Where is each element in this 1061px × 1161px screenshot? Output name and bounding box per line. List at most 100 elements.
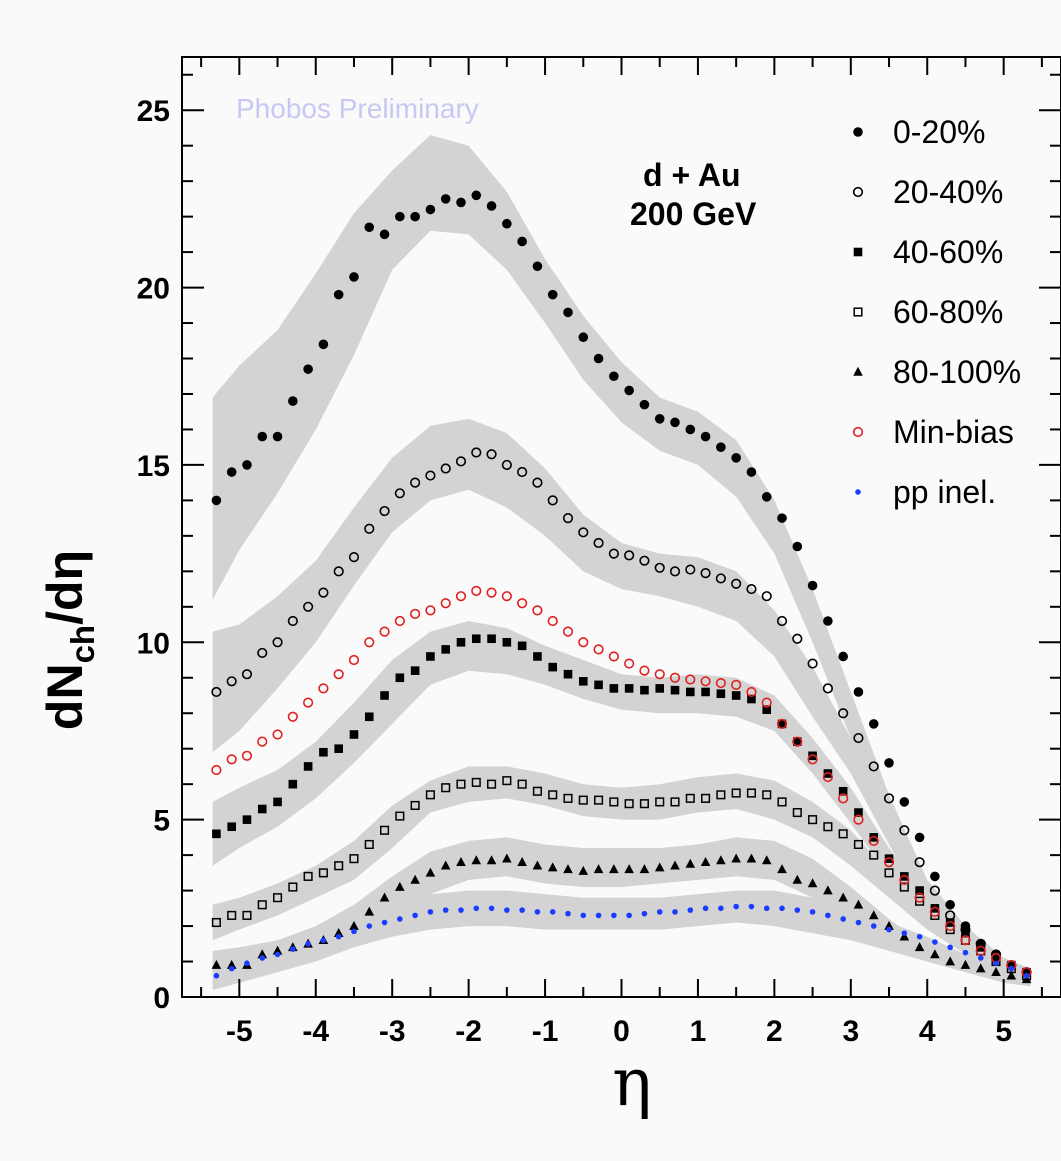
point bbox=[395, 673, 405, 683]
point bbox=[227, 910, 237, 920]
point bbox=[792, 807, 802, 818]
y-tick-labels: 0 5 10 15 20 25 bbox=[137, 95, 170, 1015]
point bbox=[272, 729, 283, 740]
point bbox=[685, 564, 696, 575]
point bbox=[746, 853, 757, 863]
point bbox=[228, 965, 235, 972]
y-label-tail: /dη bbox=[37, 550, 93, 625]
point bbox=[670, 860, 680, 870]
point bbox=[517, 466, 528, 478]
point bbox=[915, 896, 925, 906]
point bbox=[700, 857, 711, 867]
point bbox=[455, 591, 467, 602]
point bbox=[960, 959, 971, 969]
point bbox=[823, 616, 833, 626]
y-tick-label: 5 bbox=[153, 805, 170, 838]
band-2 bbox=[212, 621, 1031, 976]
point bbox=[747, 694, 756, 704]
legend-marker bbox=[852, 186, 864, 198]
x-tick-label: -3 bbox=[379, 1015, 406, 1048]
point bbox=[272, 945, 283, 955]
point bbox=[868, 835, 879, 847]
point bbox=[624, 684, 634, 693]
point bbox=[244, 960, 250, 967]
point bbox=[211, 959, 222, 969]
point bbox=[242, 815, 252, 824]
point bbox=[335, 933, 342, 940]
point bbox=[366, 923, 373, 929]
point bbox=[761, 855, 772, 865]
point bbox=[425, 605, 436, 616]
point bbox=[364, 906, 375, 916]
point bbox=[793, 737, 802, 746]
point bbox=[425, 204, 436, 215]
y-label-sub: ch bbox=[64, 625, 101, 664]
point bbox=[440, 598, 451, 609]
point bbox=[884, 758, 894, 768]
point bbox=[456, 637, 466, 647]
point bbox=[259, 955, 266, 961]
point bbox=[624, 550, 635, 561]
point bbox=[915, 886, 924, 895]
point bbox=[792, 874, 803, 884]
point bbox=[608, 651, 619, 662]
point bbox=[746, 686, 757, 698]
point bbox=[840, 916, 846, 922]
point bbox=[471, 777, 481, 787]
y-axis-label: dNch/dη bbox=[37, 550, 101, 730]
point bbox=[901, 930, 908, 936]
point bbox=[715, 573, 726, 584]
point bbox=[318, 683, 329, 694]
point bbox=[1006, 970, 1017, 980]
point bbox=[670, 797, 680, 807]
point bbox=[624, 385, 634, 396]
point bbox=[886, 926, 892, 933]
point bbox=[914, 832, 925, 843]
legend: 0-20% 20-40% 40-60% 60-80% 80-100% Min-bias pp… bbox=[852, 114, 1021, 510]
point bbox=[548, 662, 558, 672]
point bbox=[226, 676, 237, 687]
point bbox=[654, 669, 665, 680]
point bbox=[547, 289, 558, 300]
point bbox=[226, 467, 237, 477]
legend-marker bbox=[855, 489, 861, 495]
y-tick-label: 10 bbox=[137, 627, 170, 660]
point bbox=[763, 905, 770, 912]
point bbox=[914, 892, 925, 903]
point bbox=[639, 864, 650, 874]
point bbox=[776, 615, 788, 627]
energy-label: 200 GeV bbox=[630, 196, 757, 232]
point bbox=[257, 949, 268, 959]
point bbox=[364, 523, 375, 534]
point bbox=[929, 906, 940, 917]
point bbox=[532, 261, 543, 272]
point bbox=[854, 808, 863, 817]
point bbox=[442, 907, 449, 913]
point bbox=[547, 615, 558, 627]
point bbox=[486, 855, 497, 865]
point bbox=[532, 860, 543, 870]
point bbox=[532, 786, 542, 796]
point bbox=[364, 712, 374, 722]
point bbox=[290, 946, 296, 952]
point bbox=[669, 566, 681, 577]
legend-label: pp inel. bbox=[893, 474, 996, 510]
point bbox=[425, 867, 436, 877]
point bbox=[226, 959, 237, 969]
point bbox=[320, 937, 327, 944]
point bbox=[914, 942, 925, 952]
plot-frame bbox=[181, 56, 1061, 998]
point bbox=[578, 527, 589, 538]
point bbox=[624, 864, 634, 874]
data-points bbox=[211, 190, 1032, 984]
point bbox=[287, 711, 298, 722]
point bbox=[731, 691, 741, 700]
point bbox=[501, 591, 512, 602]
legend-marker bbox=[853, 366, 863, 376]
point bbox=[593, 644, 604, 655]
point bbox=[914, 857, 925, 868]
point bbox=[426, 652, 435, 661]
point bbox=[488, 905, 495, 912]
point bbox=[486, 587, 497, 598]
point bbox=[823, 885, 833, 895]
